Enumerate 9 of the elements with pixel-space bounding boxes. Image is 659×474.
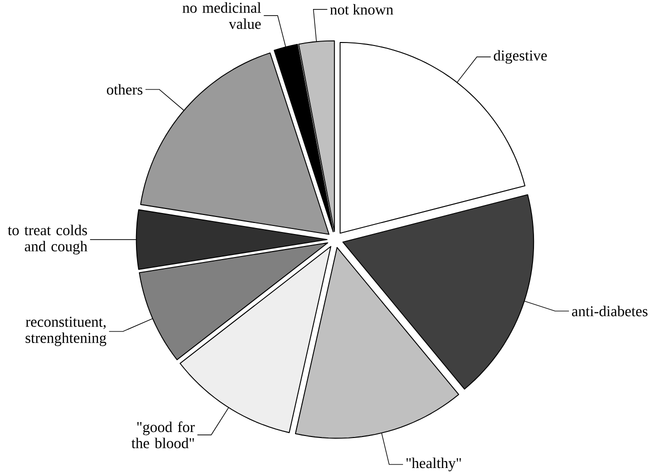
slice-label: no medicinal value (182, 2, 261, 30)
slice-label: "good for the blood" (131, 422, 195, 448)
slice-label: others (106, 84, 142, 95)
slice-label: not known (330, 4, 394, 15)
slice-label: reconstituent, strenghtening (26, 317, 106, 346)
slice-label: to treat colds and cough (8, 224, 88, 255)
slice-label: anti-diabetes (572, 306, 648, 317)
slice-label: digestive (494, 50, 547, 64)
slice-label: "healthy" (406, 458, 461, 472)
